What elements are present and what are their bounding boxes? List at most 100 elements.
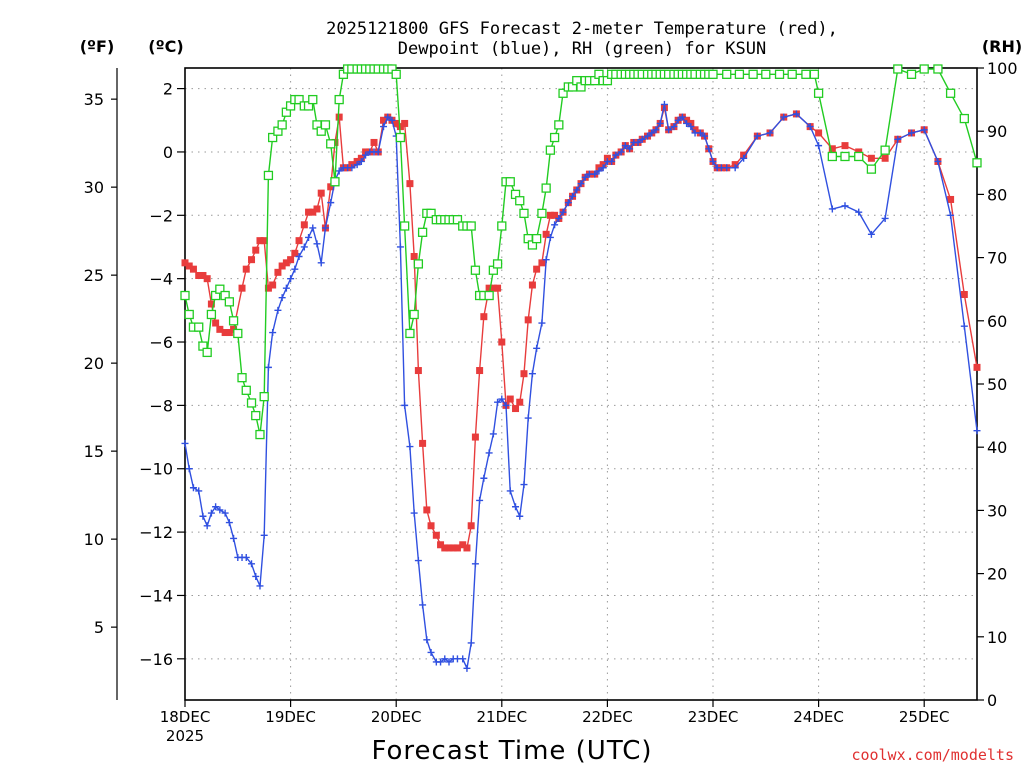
- dewpoint-point-65: [467, 639, 475, 647]
- dewpoint-point-0: [181, 439, 189, 447]
- fahrenheit-tick-label-6: 5: [94, 618, 104, 637]
- rh-point-15: [246, 398, 257, 408]
- rh-point-122: [734, 69, 745, 79]
- fahrenheit-tick-label-3: 20: [84, 354, 104, 373]
- rh-point-86: [558, 88, 568, 98]
- dewpoint-point-124: [731, 164, 739, 172]
- temperature-point-49: [401, 119, 409, 127]
- dewpoint-point-58: [437, 658, 445, 666]
- temperature-point-10: [225, 329, 233, 337]
- temperature-point-78: [528, 281, 536, 289]
- fahrenheit-axis: 35 30 25 20 15 10 5: [84, 90, 117, 637]
- rh-point-52: [409, 309, 419, 320]
- dewpoint-point-107: [652, 126, 660, 134]
- dewpoint-point-81: [538, 319, 546, 327]
- dewpoint-point-115: [687, 123, 695, 131]
- rh-point-50: [399, 221, 410, 231]
- temperature-point-3: [195, 271, 203, 279]
- dewpoint-point-54: [419, 601, 427, 609]
- dewpoint-point-73: [502, 401, 510, 409]
- rh-point-134: [880, 145, 890, 155]
- fahrenheit-tick-label-4: 15: [84, 442, 104, 461]
- dewpoint-point-103: [634, 138, 642, 146]
- temperature-point-9: [221, 329, 229, 337]
- dewpoint-point-35: [335, 167, 343, 175]
- rh-point-120: [708, 69, 718, 79]
- celsius-tick-label-3: −4: [149, 270, 173, 289]
- rh-tick-label-3: 70: [987, 249, 1007, 268]
- dewpoint-point-11: [230, 534, 238, 542]
- dewpoint-point-20: [269, 329, 277, 337]
- temperature-line: [184, 107, 978, 550]
- temperature-point-83: [551, 211, 559, 219]
- celsius-tick-label-7: −12: [139, 523, 173, 542]
- dewpoint-point-46: [384, 113, 392, 121]
- temperature-point-16: [256, 237, 264, 245]
- dewpoint-point-70: [489, 430, 497, 438]
- dewpoint-point-89: [573, 186, 581, 194]
- rh-point-20: [267, 132, 278, 143]
- temperature-point-67: [480, 313, 488, 321]
- dewpoint-point-99: [617, 148, 625, 156]
- temperature-point-132: [841, 142, 849, 150]
- rh-point-35: [334, 94, 344, 105]
- dewpoint-point-135: [867, 230, 875, 238]
- dewpoint-point-29: [309, 224, 317, 232]
- temperature-point-12: [238, 284, 246, 292]
- dewpoint-point-40: [357, 157, 365, 165]
- dewpoint-point-143: [973, 427, 981, 435]
- dewpoint-point-142: [960, 322, 968, 330]
- dewpoint-point-80: [533, 344, 541, 352]
- celsius-tick-label-2: −2: [149, 206, 173, 225]
- dewpoint-point-59: [441, 655, 449, 663]
- dewpoint-point-7: [212, 503, 220, 511]
- rh-tick-label-4: 60: [987, 312, 1007, 331]
- temperature-point-52: [414, 367, 422, 375]
- rh-point-26: [294, 94, 304, 105]
- temperature-point-15: [252, 246, 260, 254]
- temperature-point-22: [282, 259, 290, 267]
- rh-point-5: [202, 347, 212, 358]
- dewpoint-point-120: [709, 157, 717, 165]
- temperature-point-76: [520, 370, 528, 378]
- rh-unit-label: (RH): [982, 37, 1022, 56]
- rh-point-54: [417, 227, 428, 237]
- rh-point-126: [787, 69, 797, 79]
- temperature-point-63: [463, 544, 471, 552]
- dewpoint-point-126: [753, 132, 761, 140]
- temperature-point-23: [287, 256, 295, 264]
- dewpoint-point-1: [185, 465, 193, 473]
- temperature-point-75: [516, 398, 524, 406]
- rh-point-11: [228, 316, 239, 326]
- rh-point-141: [972, 158, 982, 168]
- dewpoint-point-56: [427, 648, 435, 656]
- dewpoint-point-67: [476, 496, 484, 504]
- dewpoint-series: [181, 100, 981, 672]
- dewpoint-point-6: [207, 509, 215, 517]
- rh-tick-label-9: 10: [987, 628, 1007, 647]
- temperature-point-61: [453, 544, 461, 552]
- dewpoint-point-19: [264, 363, 272, 371]
- dewpoint-point-33: [327, 199, 335, 207]
- temperature-point-51: [410, 252, 418, 260]
- dewpoint-point-87: [564, 199, 572, 207]
- rh-tick-label-6: 40: [987, 438, 1007, 457]
- dewpoint-point-129: [792, 110, 800, 118]
- temperature-point-66: [476, 367, 484, 375]
- rh-tick-label-2: 80: [987, 185, 1007, 204]
- temperature-point-58: [441, 544, 449, 552]
- dewpoint-point-138: [908, 129, 916, 137]
- rh-tick-label-10: 0: [987, 691, 997, 710]
- celsius-tick-label-9: −16: [139, 650, 173, 669]
- rh-point-6: [206, 309, 217, 320]
- dewpoint-point-119: [705, 145, 713, 153]
- rh-point-34: [330, 177, 340, 187]
- rh-tick-label-8: 20: [987, 565, 1007, 584]
- temperature-point-19: [269, 281, 277, 289]
- rh-point-135: [893, 64, 903, 74]
- celsius-tick-label-6: −10: [139, 460, 173, 479]
- temperature-point-1: [185, 262, 193, 270]
- rh-tick-label-1: 90: [987, 122, 1007, 141]
- dewpoint-point-52: [410, 509, 418, 517]
